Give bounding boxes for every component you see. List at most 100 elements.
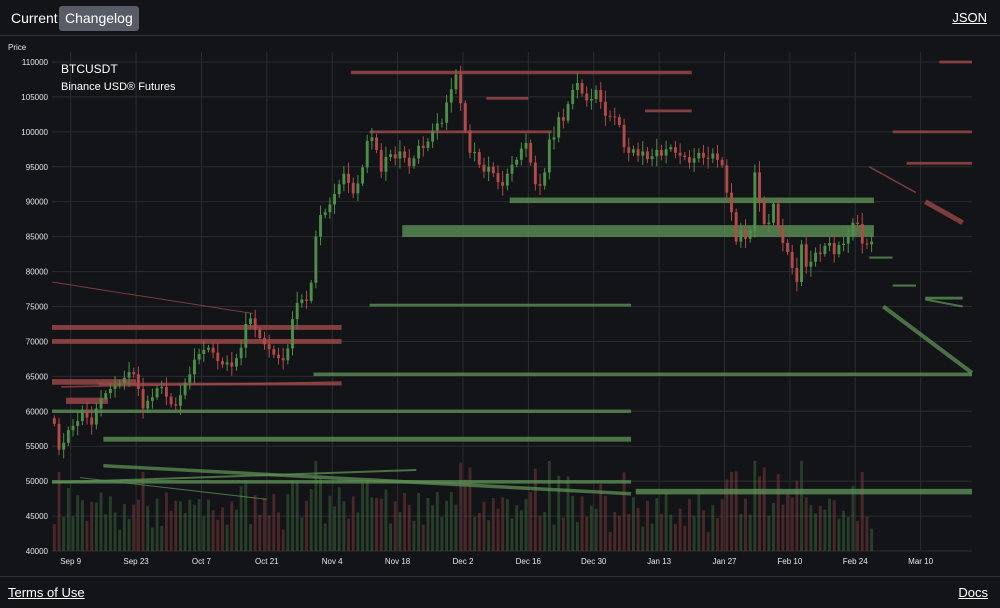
x-tick-label: Feb 24 (843, 557, 868, 566)
volume-bar (487, 520, 491, 551)
volume-bar (697, 494, 701, 551)
candle-body (636, 149, 640, 156)
json-link[interactable]: JSON (952, 10, 987, 25)
candle-body (599, 89, 603, 102)
candle-body (781, 228, 785, 243)
candle-body (445, 102, 449, 123)
volume-bar (463, 479, 467, 551)
tab-changelog[interactable]: Changelog (59, 6, 139, 31)
volume-bar (225, 524, 229, 551)
volume-bar (856, 520, 860, 551)
volume-bar (118, 529, 122, 551)
zone-green (925, 296, 963, 300)
candle-body (337, 184, 341, 195)
volume-bar (678, 508, 682, 551)
terms-link[interactable]: Terms of Use (8, 585, 85, 600)
candle-body (319, 214, 322, 237)
candle-body (860, 224, 864, 244)
volume-bar (823, 509, 827, 551)
candle-body (758, 172, 761, 202)
x-tick-label: Feb 10 (777, 557, 802, 566)
volume-bar (617, 515, 621, 551)
volume-bar (832, 500, 836, 551)
volume-bar (132, 504, 136, 551)
volume-bar (57, 471, 61, 551)
candle-body (561, 117, 565, 121)
volume-bar (519, 510, 523, 551)
volume-bar (104, 514, 108, 551)
y-tick-label: 105000 (21, 93, 48, 102)
volume-bar (323, 523, 327, 551)
volume-bar (389, 523, 393, 551)
candle-body (678, 152, 682, 156)
candle-body (515, 159, 519, 165)
candle-body (393, 154, 397, 159)
zone-green (635, 488, 972, 495)
candle-body (720, 159, 724, 166)
candle-body (645, 151, 649, 160)
candle-body (52, 418, 56, 424)
price-chart[interactable]: 40000 45000 50000 55000 60000 65000 70000 75000… (0, 0, 1000, 576)
volume-bar (361, 482, 365, 551)
candle-body (702, 152, 705, 158)
volume-bar (174, 500, 178, 551)
tab-current[interactable]: Current (11, 10, 58, 26)
volume-bar (561, 517, 565, 551)
volume-bar (398, 511, 402, 551)
volume-bar (90, 501, 94, 551)
volume-bar (403, 493, 407, 551)
candle-body (403, 151, 407, 158)
candle-body (323, 212, 327, 215)
candle-body (314, 236, 318, 283)
volume-bar (711, 505, 715, 551)
candle-body (823, 245, 827, 255)
volume-bar (365, 480, 369, 551)
volume-bar (543, 511, 547, 551)
volume-bar (603, 495, 607, 551)
y-tick-label: 40000 (26, 547, 49, 556)
volume-bar (192, 504, 196, 551)
candle-body (828, 242, 832, 246)
volume-bar (291, 481, 294, 551)
x-tick-label: Nov 4 (322, 557, 343, 566)
volume-bar (669, 514, 673, 551)
candle-body (141, 388, 145, 409)
docs-link[interactable]: Docs (958, 585, 988, 600)
volume-bar (599, 484, 603, 551)
volume-bar (76, 495, 80, 551)
candle-body (505, 173, 509, 186)
y-tick-label: 45000 (26, 512, 49, 521)
volume-bar (860, 471, 864, 551)
volume-bar (842, 510, 846, 551)
volume-bar (477, 513, 481, 551)
volume-bar (585, 516, 589, 551)
volume-bar (538, 515, 542, 551)
candle-body (459, 74, 463, 104)
candle-body (108, 388, 112, 394)
volume-bar (473, 516, 477, 551)
candle-body (379, 150, 383, 172)
volume-bar (407, 504, 411, 551)
candle-body (664, 149, 668, 156)
candle-body (463, 103, 467, 131)
volume-bar (589, 505, 593, 551)
volume-bar (108, 496, 112, 551)
volume-bar (71, 516, 75, 551)
candle-body (258, 329, 262, 338)
volume-bar (178, 501, 182, 551)
volume-bar (655, 498, 659, 551)
volume-bar (328, 495, 332, 551)
candle-body (865, 243, 869, 245)
volume-bar (510, 518, 514, 551)
zone-red (645, 109, 692, 113)
candle-body (202, 349, 206, 355)
candle-body (529, 143, 533, 163)
volume-bar (253, 495, 257, 551)
x-tick-label: Jan 27 (712, 557, 737, 566)
candle-body (814, 252, 818, 262)
candle-body (739, 229, 743, 242)
candle-body (711, 153, 715, 159)
volume-bar (235, 509, 238, 551)
candle-body (575, 82, 579, 90)
volume-bar (239, 486, 243, 551)
